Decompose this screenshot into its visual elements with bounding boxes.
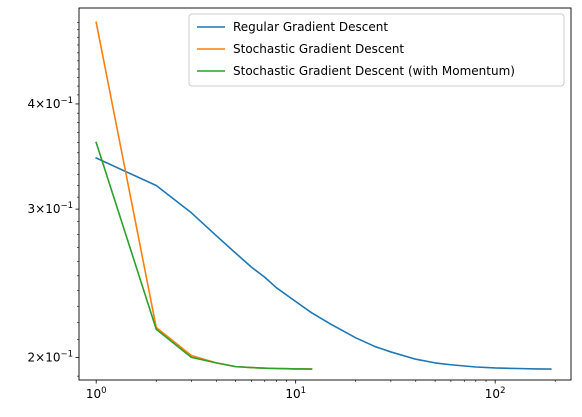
x-tick-label: 101 xyxy=(285,386,306,401)
legend: Regular Gradient Descent Stochastic Gradi… xyxy=(188,13,565,87)
y-tick-label: 4×10−1 xyxy=(28,96,74,111)
y-tick-label: 3×10−1 xyxy=(28,201,74,216)
series-line-1 xyxy=(95,156,552,370)
series-layer xyxy=(95,21,552,370)
legend-label-2: Stochastic Gradient Descent xyxy=(233,42,404,56)
plot-frame xyxy=(78,7,572,381)
legend-box xyxy=(188,13,565,87)
x-tick-label: 100 xyxy=(86,386,107,401)
y-tick-label: 2×10−1 xyxy=(28,349,74,364)
legend-label-1: Regular Gradient Descent xyxy=(233,20,388,34)
ticks-layer: 100 101 102 2×10−1 3×10−1 4×10−1 xyxy=(28,22,556,401)
x-tick-label: 102 xyxy=(485,386,506,401)
series-line-3 xyxy=(95,141,313,370)
legend-label-3: Stochastic Gradient Descent (with Moment… xyxy=(233,64,515,78)
